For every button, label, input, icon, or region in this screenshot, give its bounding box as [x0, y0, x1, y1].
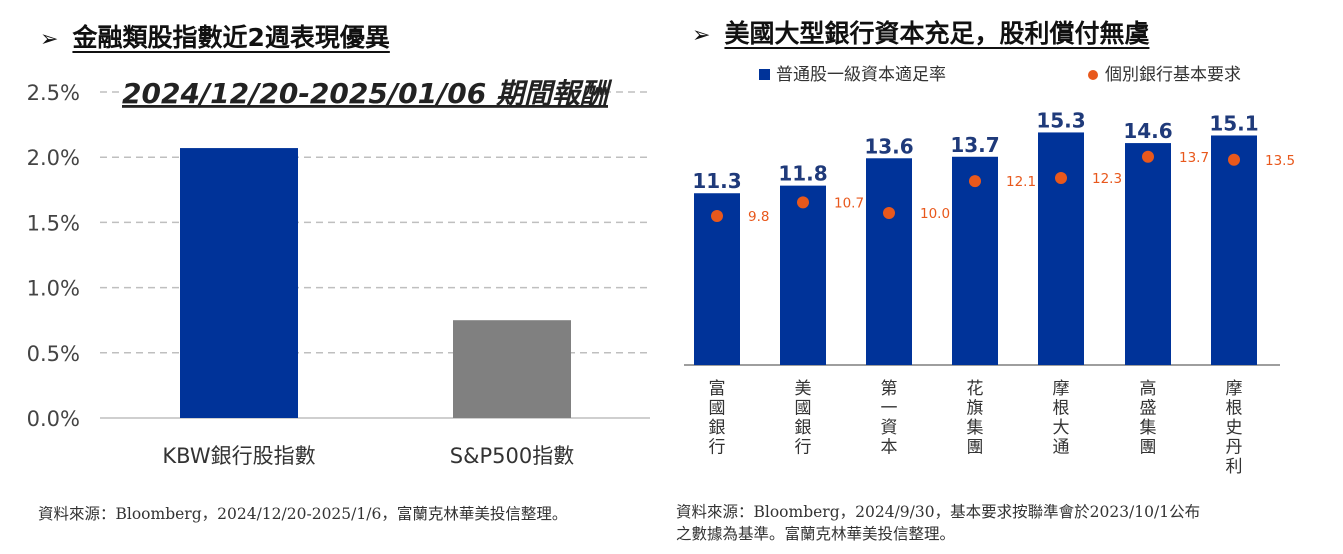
arrow-icon: ➢ — [40, 27, 58, 52]
dot-value-label: 10.7 — [834, 195, 864, 211]
bar — [180, 148, 298, 418]
left-source: 資料來源：Bloomberg，2024/12/20-2025/1/6，富蘭克林華… — [38, 503, 567, 525]
right-source-line1: 資料來源：Bloomberg，2024/9/30，基本要求按聯準會於2023/1… — [676, 501, 1200, 523]
bar-value-label: 11.3 — [692, 169, 741, 193]
requirement-dot — [711, 210, 723, 222]
bar — [453, 320, 571, 418]
x-tick-label: KBW銀行股指數 — [162, 444, 315, 468]
right-source: 資料來源：Bloomberg，2024/9/30，基本要求按聯準會於2023/1… — [676, 501, 1200, 545]
x-tick-label: 富國銀行 — [709, 379, 726, 458]
bar-value-label: 15.3 — [1036, 108, 1085, 132]
bar-value-label: 15.1 — [1209, 111, 1258, 135]
x-tick-label: 高盛集團 — [1140, 379, 1157, 458]
bar — [780, 186, 826, 365]
y-tick-label: 2.5% — [27, 81, 80, 105]
legend-dot-label: 個別銀行基本要求 — [1105, 65, 1241, 85]
y-tick-label: 1.0% — [27, 277, 80, 301]
bar — [1125, 143, 1171, 365]
bar-value-label: 13.7 — [950, 133, 999, 157]
right-chart: 普通股一級資本適足率 個別銀行基本要求 11.3 9.8 富國銀行 11.8 10.7 美國銀… — [680, 55, 1343, 495]
dot-value-label: 13.5 — [1265, 153, 1295, 169]
dot-value-label: 10.0 — [920, 206, 950, 222]
legend-bar-label: 普通股一級資本適足率 — [776, 65, 946, 85]
right-source-line2: 之數據為基準。富蘭克林華美投信整理。 — [676, 523, 1200, 545]
bar-value-label: 13.6 — [864, 134, 913, 158]
right-title-text: 美國大型銀行資本充足，股利償付無虞 — [724, 19, 1149, 48]
bar — [1038, 132, 1084, 365]
requirement-dot — [797, 196, 809, 208]
bar — [952, 157, 998, 365]
x-tick-label: 美國銀行 — [795, 379, 812, 458]
x-tick-label: 摩根大通 — [1053, 379, 1070, 458]
y-tick-label: 0.0% — [27, 407, 80, 431]
dot-value-label: 12.1 — [1006, 174, 1036, 190]
dot-value-label: 12.3 — [1092, 171, 1122, 187]
requirement-dot — [969, 175, 981, 187]
chart-title: 2024/12/20-2025/01/06 期間報酬 — [122, 77, 613, 110]
y-tick-label: 2.0% — [27, 146, 80, 170]
y-tick-label: 0.5% — [27, 342, 80, 366]
requirement-dot — [883, 207, 895, 219]
arrow-icon: ➢ — [692, 23, 710, 48]
x-tick-label: 摩根史丹利 — [1226, 379, 1243, 477]
dot-value-label: 13.7 — [1179, 150, 1209, 166]
requirement-dot — [1228, 154, 1240, 166]
bar-value-label: 11.8 — [778, 162, 827, 186]
x-tick-label: 花旗集團 — [967, 379, 984, 458]
bar — [1211, 135, 1257, 365]
y-tick-label: 1.5% — [27, 211, 80, 235]
legend-dot-swatch — [1088, 70, 1098, 80]
requirement-dot — [1142, 151, 1154, 163]
bar-value-label: 14.6 — [1123, 119, 1172, 143]
dot-value-label: 9.8 — [748, 209, 769, 225]
right-panel-title: ➢ 美國大型銀行資本充足，股利償付無虞 — [692, 14, 1149, 50]
left-title-text: 金融類股指數近2週表現優異 — [72, 23, 389, 52]
bar — [866, 158, 912, 365]
legend-bar-swatch — [759, 69, 770, 80]
left-chart: 0.0% 0.5% 1.0% 1.5% 2.0% 2.5% KBW銀行股指數 S&P500指數… — [0, 60, 670, 540]
requirement-dot — [1055, 172, 1067, 184]
left-panel-title: ➢ 金融類股指數近2週表現優異 — [40, 18, 390, 54]
x-tick-label: S&P500指數 — [450, 444, 574, 468]
x-tick-label: 第一資本 — [881, 379, 898, 458]
